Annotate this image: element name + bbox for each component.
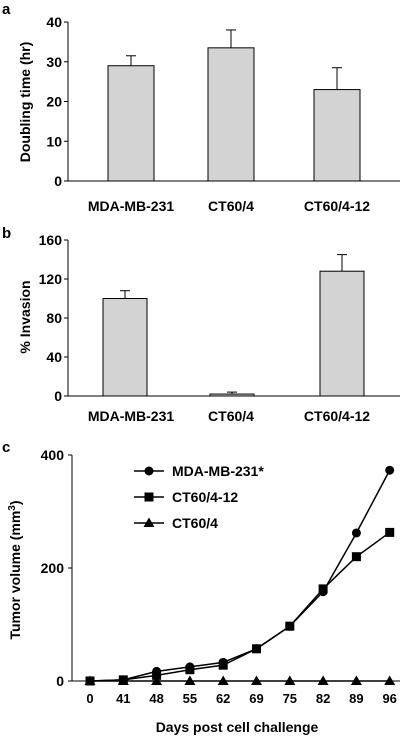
y-tick-label: 160 bbox=[39, 232, 63, 248]
y-tick-label: 20 bbox=[46, 94, 62, 110]
x-tick-label: 82 bbox=[316, 691, 330, 706]
panel-a-x-tick-label: CT60/4 bbox=[208, 198, 254, 214]
y-tick-label: 30 bbox=[46, 54, 62, 70]
legend-label: MDA-MB-231* bbox=[172, 463, 264, 479]
y-tick-label: 120 bbox=[39, 271, 63, 287]
triangle-marker bbox=[350, 675, 362, 685]
x-tick-label: 89 bbox=[349, 691, 363, 706]
y-tick-label: 80 bbox=[46, 310, 62, 326]
square-marker bbox=[351, 552, 361, 562]
y-tick-label: 40 bbox=[46, 349, 62, 365]
x-tick-label: 55 bbox=[183, 691, 197, 706]
x-tick-label: 41 bbox=[116, 691, 130, 706]
bar bbox=[207, 47, 255, 182]
panel-c-legend: MDA-MB-231* CT60/4-12 CT60/4 bbox=[134, 463, 264, 531]
x-tick-label: 0 bbox=[86, 691, 93, 706]
panel-b-y-axis-title: % Invasion bbox=[17, 280, 33, 353]
bar bbox=[319, 270, 365, 397]
triangle-marker bbox=[284, 675, 296, 685]
panel-a-x-tick-label: CT60/4-12 bbox=[304, 198, 370, 214]
panel-b-x-tick-label: MDA-MB-231 bbox=[88, 408, 175, 424]
panel-c-line-chart: c Tumor volume (mm3) 0 200 400 0 41 48 55 62 69 7… bbox=[2, 439, 400, 735]
triangle-marker bbox=[251, 675, 262, 685]
series-line bbox=[89, 531, 391, 682]
square-marker bbox=[318, 584, 328, 594]
x-tick-label: 96 bbox=[382, 691, 396, 706]
triangle-marker bbox=[384, 675, 396, 685]
panel-b-bar-chart: b % Invasion 0 40 80 120 160 MDA-MB-231 CT60… bbox=[2, 225, 400, 424]
series-line bbox=[89, 469, 391, 682]
y-tick-label: 0 bbox=[54, 173, 62, 189]
square-marker bbox=[152, 670, 162, 680]
square-marker bbox=[185, 665, 195, 675]
panel-b-x-tick-label: CT60/4-12 bbox=[304, 408, 370, 424]
x-tick-label: 48 bbox=[149, 691, 163, 706]
legend-label: CT60/4 bbox=[172, 515, 218, 531]
circle-marker bbox=[351, 528, 361, 538]
triangle-marker bbox=[151, 675, 163, 685]
bar bbox=[209, 393, 255, 397]
y-tick-label: 40 bbox=[46, 14, 62, 30]
x-tick-label: 62 bbox=[216, 691, 230, 706]
bar bbox=[313, 89, 361, 182]
square-marker bbox=[385, 527, 395, 537]
panel-c-marks: 0 200 400 0 41 48 55 62 69 75 82 89 96 bbox=[41, 447, 397, 706]
y-tick-label: 10 bbox=[46, 133, 62, 149]
bar bbox=[107, 65, 155, 182]
triangle-marker bbox=[117, 675, 129, 685]
panel-a-y-axis-title: Doubling time (hr) bbox=[17, 42, 33, 163]
square-marker bbox=[218, 660, 228, 670]
panel-c-x-axis-title: Days post cell challenge bbox=[156, 719, 319, 735]
bar bbox=[102, 298, 148, 397]
panel-b-x-tick-label: CT60/4 bbox=[208, 408, 254, 424]
legend-label: CT60/4-12 bbox=[172, 489, 238, 505]
x-tick-label: 69 bbox=[249, 691, 263, 706]
panel-a-bar-chart: a Doubling time (hr) 0 10 20 30 40 MDA-MB-23… bbox=[2, 1, 400, 214]
panel-b-marks: 0 40 80 120 160 bbox=[39, 232, 365, 404]
triangle-marker bbox=[84, 675, 96, 685]
panel-c-y-axis-title: Tumor volume (mm3) bbox=[7, 500, 23, 639]
panel-a-label: a bbox=[2, 1, 11, 18]
panel-c-label: c bbox=[2, 439, 10, 456]
circle-marker bbox=[144, 466, 154, 476]
square-marker bbox=[252, 644, 261, 654]
square-marker bbox=[285, 621, 295, 631]
x-tick-label: 75 bbox=[283, 691, 297, 706]
square-marker bbox=[144, 492, 154, 502]
triangle-marker bbox=[217, 675, 229, 685]
panel-a-marks: 0 10 20 30 40 bbox=[46, 14, 361, 189]
y-tick-label: 0 bbox=[54, 388, 62, 404]
panel-b-label: b bbox=[2, 225, 11, 242]
y-tick-label: 400 bbox=[41, 447, 65, 463]
y-tick-label: 0 bbox=[56, 673, 64, 689]
triangle-marker bbox=[143, 517, 155, 527]
triangle-marker bbox=[317, 675, 329, 685]
y-tick-label: 200 bbox=[41, 560, 65, 576]
triangle-marker bbox=[184, 675, 196, 685]
circle-marker bbox=[385, 465, 395, 475]
panel-a-x-tick-label: MDA-MB-231 bbox=[88, 198, 175, 214]
